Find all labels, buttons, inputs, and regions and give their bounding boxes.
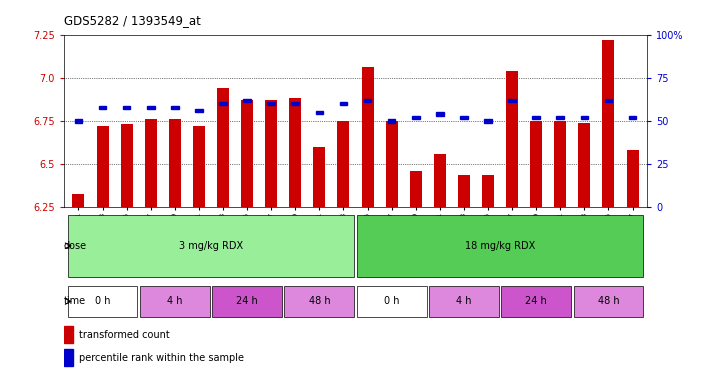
Bar: [64, 326, 73, 343]
Bar: [99, 106, 107, 109]
Bar: [557, 116, 564, 119]
Bar: [530, 121, 542, 207]
Text: 48 h: 48 h: [309, 296, 330, 306]
Text: 4 h: 4 h: [456, 296, 471, 306]
Bar: [145, 119, 156, 207]
Bar: [193, 126, 205, 207]
Bar: [357, 286, 427, 317]
Bar: [195, 109, 203, 112]
Bar: [219, 102, 227, 105]
Bar: [361, 68, 373, 207]
Text: 4 h: 4 h: [167, 296, 183, 306]
Text: dose: dose: [64, 241, 87, 251]
Bar: [140, 286, 210, 317]
Bar: [121, 124, 133, 207]
Text: 18 mg/kg RDX: 18 mg/kg RDX: [465, 241, 535, 251]
Bar: [602, 40, 614, 207]
Bar: [604, 99, 612, 102]
Bar: [501, 286, 571, 317]
Bar: [217, 88, 229, 207]
Text: 24 h: 24 h: [236, 296, 258, 306]
Bar: [68, 286, 137, 317]
Bar: [212, 286, 282, 317]
Bar: [578, 123, 590, 207]
Text: percentile rank within the sample: percentile rank within the sample: [78, 353, 244, 362]
Bar: [316, 111, 324, 114]
Bar: [508, 99, 516, 102]
Bar: [123, 106, 131, 109]
Bar: [357, 215, 643, 277]
Bar: [338, 121, 350, 207]
Bar: [387, 119, 395, 122]
Text: 24 h: 24 h: [525, 296, 547, 306]
Bar: [460, 116, 468, 119]
Bar: [147, 106, 154, 109]
Text: 0 h: 0 h: [384, 296, 400, 306]
Bar: [284, 286, 354, 317]
Bar: [580, 116, 588, 119]
Bar: [482, 174, 494, 207]
Bar: [410, 171, 422, 207]
Bar: [458, 174, 470, 207]
Bar: [533, 116, 540, 119]
Bar: [626, 151, 638, 207]
Bar: [555, 121, 566, 207]
Bar: [73, 194, 85, 207]
Bar: [267, 102, 275, 105]
Bar: [436, 113, 444, 116]
Text: time: time: [64, 296, 86, 306]
Bar: [340, 102, 347, 105]
Bar: [629, 116, 636, 119]
Bar: [314, 147, 326, 207]
Bar: [574, 286, 643, 317]
Bar: [289, 99, 301, 207]
Text: transformed count: transformed count: [78, 329, 169, 339]
Bar: [265, 100, 277, 207]
Bar: [75, 119, 82, 122]
Text: GDS5282 / 1393549_at: GDS5282 / 1393549_at: [64, 14, 201, 27]
Bar: [243, 99, 251, 102]
Bar: [292, 102, 299, 105]
Bar: [64, 349, 73, 366]
Bar: [364, 99, 371, 102]
Bar: [429, 286, 499, 317]
Text: 3 mg/kg RDX: 3 mg/kg RDX: [179, 241, 243, 251]
Bar: [68, 215, 354, 277]
Bar: [385, 121, 397, 207]
Bar: [97, 126, 109, 207]
Bar: [169, 119, 181, 207]
Bar: [506, 71, 518, 207]
Bar: [241, 100, 253, 207]
Bar: [434, 154, 446, 207]
Bar: [412, 116, 419, 119]
Text: 48 h: 48 h: [598, 296, 619, 306]
Bar: [484, 119, 492, 122]
Bar: [171, 106, 178, 109]
Text: 0 h: 0 h: [95, 296, 110, 306]
